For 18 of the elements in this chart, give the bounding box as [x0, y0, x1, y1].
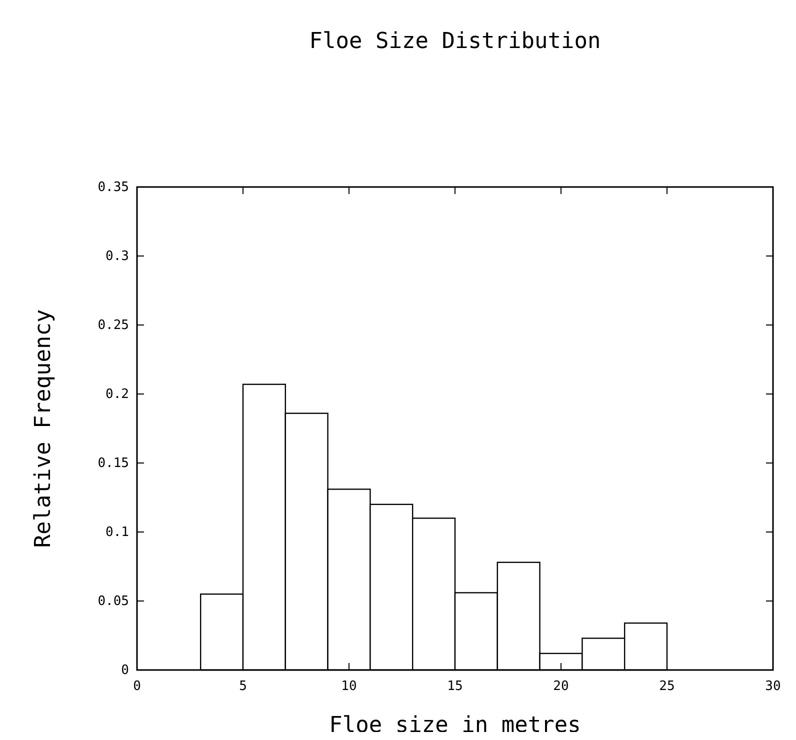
y-tick-label: 0.3 — [106, 249, 129, 264]
x-tick-label: 15 — [447, 679, 463, 694]
x-tick-label: 5 — [239, 679, 247, 694]
y-tick-label: 0.35 — [98, 180, 129, 195]
x-tick-label: 0 — [133, 679, 141, 694]
y-axis-title: Relative Frequency — [31, 309, 56, 548]
y-tick-label: 0.2 — [106, 387, 129, 402]
chart-title: Floe Size Distribution — [309, 29, 601, 54]
x-tick-label: 30 — [765, 679, 781, 694]
y-tick-label: 0.1 — [106, 525, 129, 540]
x-tick-label: 20 — [553, 679, 569, 694]
x-axis-title: Floe size in metres — [329, 713, 581, 738]
x-tick-label: 25 — [659, 679, 675, 694]
x-tick-label: 10 — [341, 679, 357, 694]
y-tick-label: 0 — [121, 663, 129, 678]
y-tick-label: 0.15 — [98, 456, 129, 471]
y-tick-label: 0.05 — [98, 594, 129, 609]
y-tick-label: 0.25 — [98, 318, 129, 333]
